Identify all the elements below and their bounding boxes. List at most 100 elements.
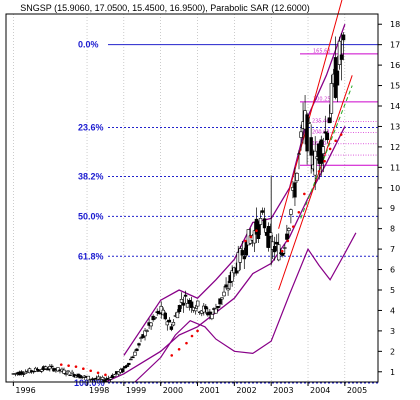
candle-body <box>266 226 271 248</box>
sar-dot <box>328 147 332 151</box>
fib-level-label: 23.6% <box>78 122 104 132</box>
candle-body <box>175 311 180 319</box>
candle-body <box>44 366 48 370</box>
band-layer <box>105 23 357 383</box>
candle-body <box>327 117 332 124</box>
candle-body <box>189 301 194 308</box>
candle-body <box>270 241 275 250</box>
candle-body <box>262 218 267 229</box>
sar-dot <box>317 170 321 173</box>
y-tick-label: 9 <box>390 204 395 213</box>
candle-body <box>161 309 165 316</box>
channel-upper-line <box>278 0 343 229</box>
candle-body <box>139 337 143 339</box>
fib-level-label: 50.0% <box>78 211 104 221</box>
upper-band-line <box>123 23 346 356</box>
candle-body <box>277 244 281 261</box>
fib-level-label: 38.2% <box>78 172 104 182</box>
chart-title: SNGSP (15.9060, 17.0500, 15.4500, 16.950… <box>20 3 310 13</box>
y-tick-label: 3 <box>390 327 395 336</box>
candle-body <box>258 218 263 225</box>
candle-body <box>153 317 157 319</box>
sar-dot <box>323 159 326 163</box>
x-tick-label: 1999 <box>126 386 146 395</box>
candle-body <box>193 308 198 312</box>
candle-body <box>299 131 303 138</box>
sar-dot <box>286 239 290 243</box>
y-tick-label: 13 <box>390 122 400 131</box>
candle-body <box>112 374 117 377</box>
candle-body <box>222 291 226 297</box>
candle-body <box>86 375 91 381</box>
candle-body <box>293 182 297 198</box>
candle-body <box>275 241 279 245</box>
candle-body <box>218 298 222 305</box>
y-tick-label: 11 <box>390 163 400 172</box>
axes-layer: 1996 1998 1999 2000 2001 2002 2003 2004 20051234… <box>5 13 400 395</box>
sar-dot <box>297 211 301 214</box>
sar-dot <box>74 365 78 368</box>
candle-body <box>48 366 52 370</box>
candle-body <box>46 368 50 371</box>
sar-dot <box>190 334 194 338</box>
channel-mid-dashed-line <box>300 85 353 219</box>
candle-body <box>224 284 228 288</box>
candle-body <box>337 40 342 65</box>
sar-dot <box>82 367 85 371</box>
candle-body <box>181 302 186 306</box>
fib-level-label: 100.0% <box>74 378 105 388</box>
candle-body <box>171 321 176 326</box>
y-tick-label: 10 <box>390 184 400 193</box>
candle-body <box>167 319 172 323</box>
candle-body <box>242 256 247 260</box>
candle-body <box>149 322 153 327</box>
candle-body <box>305 114 309 152</box>
sar-dot <box>291 225 295 228</box>
candle-body <box>56 367 60 372</box>
candle-body <box>285 233 289 240</box>
y-tick-label: 16 <box>390 61 400 70</box>
sar-dot <box>177 347 181 351</box>
candle-body <box>283 247 287 249</box>
candle-body <box>163 312 167 320</box>
sar-dot <box>255 229 258 233</box>
candle-body <box>35 368 40 371</box>
candle-body <box>289 209 293 215</box>
sar-dot <box>244 239 247 243</box>
fib-level-label: 0.0% <box>78 40 99 50</box>
candle-body <box>287 228 291 232</box>
y-tick-label: 7 <box>390 245 395 254</box>
candle-body <box>64 373 68 375</box>
candles-layer <box>11 32 346 384</box>
candle-body <box>133 351 137 356</box>
sar-dot <box>59 363 63 366</box>
candle-body <box>335 70 340 86</box>
candle-body <box>281 252 285 256</box>
candle-body <box>226 288 230 291</box>
x-tick-label: 2004 <box>310 386 330 395</box>
x-tick-label: 1996 <box>15 386 35 395</box>
sar-dot <box>67 364 70 367</box>
y-tick-label: 15 <box>390 82 400 91</box>
candle-body <box>179 298 184 303</box>
candle-body <box>313 150 317 176</box>
y-tick-label: 12 <box>390 143 400 152</box>
resistance-label: 100.25 <box>313 96 331 102</box>
candle-body <box>260 210 265 213</box>
candle-body <box>159 306 163 313</box>
candle-body <box>210 314 214 320</box>
x-tick-label: 1998 <box>89 386 109 395</box>
candle-body <box>341 34 346 41</box>
candle-body <box>70 371 74 374</box>
sar-dot <box>339 133 343 136</box>
y-tick-label: 1 <box>390 368 395 377</box>
candle-body <box>127 362 131 365</box>
y-tick-label: 8 <box>390 225 395 234</box>
candle-body <box>145 330 149 332</box>
y-tick-label: 17 <box>390 41 400 50</box>
x-tick-label: 2005 <box>347 386 367 395</box>
candle-body <box>143 330 147 337</box>
candle-body <box>238 248 242 263</box>
sar-dot <box>170 354 174 357</box>
candle-body <box>214 308 218 314</box>
